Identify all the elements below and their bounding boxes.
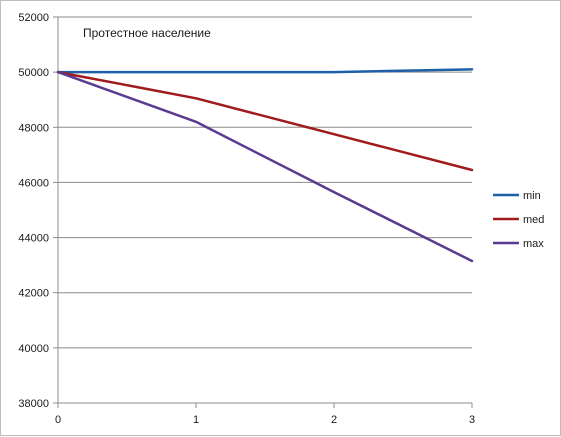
x-tick-label-0: 0 xyxy=(55,414,61,426)
y-tick-label-48000: 48000 xyxy=(18,122,49,134)
y-tick-label-44000: 44000 xyxy=(18,233,49,245)
y-tick-label-42000: 42000 xyxy=(18,288,49,300)
legend: min med max xyxy=(493,190,544,250)
y-tick-label-50000: 50000 xyxy=(18,67,49,79)
legend-label-min: min xyxy=(523,190,541,202)
series-line-max xyxy=(56,70,474,263)
y-tick-label-40000: 40000 xyxy=(18,343,49,355)
tick-labels: 38000 40000 42000 44000 46000 48000 50000 52000… xyxy=(18,12,475,426)
series-line-med xyxy=(56,70,474,172)
axes xyxy=(53,16,473,408)
x-tick-label-1: 1 xyxy=(193,414,199,426)
grid-lines xyxy=(58,16,472,404)
series-line-min xyxy=(56,68,474,74)
y-tick-label-46000: 46000 xyxy=(18,177,49,189)
chart-title: Протестное население xyxy=(83,26,211,40)
y-tick-label-38000: 38000 xyxy=(18,398,49,410)
y-tick-label-52000: 52000 xyxy=(18,12,49,24)
x-tick-label-2: 2 xyxy=(331,414,337,426)
legend-label-med: med xyxy=(523,214,544,226)
x-tick-label-3: 3 xyxy=(469,414,475,426)
legend-label-max: max xyxy=(523,238,544,250)
series-lines xyxy=(56,68,474,263)
